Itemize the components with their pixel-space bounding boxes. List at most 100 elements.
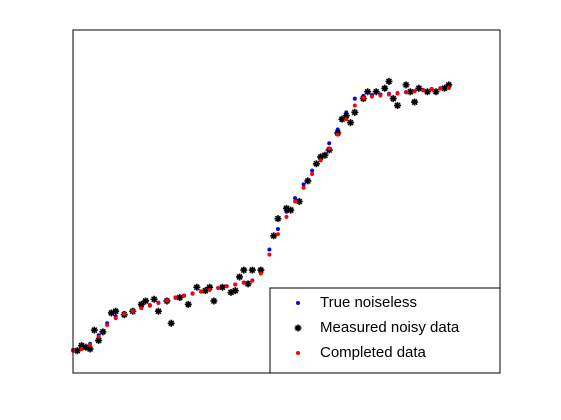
asterisk-marker [415,84,423,92]
dot-marker [275,232,280,237]
dot-marker [258,271,263,276]
legend-box [269,287,501,374]
dot-marker [296,301,300,305]
dot-marker [79,346,84,351]
dot-marker [310,172,315,177]
dot-marker [352,96,357,101]
dot-marker [267,247,272,252]
asterisk-marker [432,88,440,96]
asterisk-marker [210,297,218,305]
dot-marker [190,291,195,296]
dot-marker [284,214,289,219]
asterisk-marker [184,300,192,308]
dot-marker [446,85,451,90]
plot-area [71,77,453,355]
dot-marker [130,308,135,313]
dot-marker [438,86,443,91]
legend-label: Completed data [320,344,427,361]
legend: True noiseless Measured noisy data Complet… [269,287,501,374]
dot-marker [361,95,366,100]
dot-marker [207,287,212,292]
dot-marker [113,316,118,321]
dot-marker [301,182,306,187]
dot-marker [216,285,221,290]
asterisk-marker [240,266,248,274]
asterisk-marker [304,177,312,185]
asterisk-marker [112,307,120,315]
dot-marker [386,92,391,97]
dot-marker [429,87,434,92]
dot-marker [173,295,178,300]
asterisk-marker [372,88,380,96]
dot-marker [378,93,383,98]
dot-marker [147,303,152,308]
dot-marker [369,94,374,99]
asterisk-marker [78,342,86,350]
asterisk-marker [287,206,295,214]
dot-marker [88,342,93,347]
dot-marker [164,298,169,303]
asterisk-marker [317,153,325,161]
dot-marker [335,132,340,137]
dot-marker [275,226,280,231]
asterisk-marker [82,343,90,351]
dot-marker [293,199,298,204]
dot-marker [199,289,204,294]
dot-marker [395,91,400,96]
asterisk-marker [312,160,320,168]
asterisk-marker [73,347,81,355]
asterisk-marker [142,297,150,305]
dot-marker [421,88,426,93]
asterisk-marker [107,309,115,317]
asterisk-marker [206,283,214,291]
dot-marker [96,334,101,339]
asterisk-marker [321,151,329,159]
dot-marker [241,280,246,285]
asterisk-marker [154,307,162,315]
asterisk-marker [406,88,414,96]
dot-marker [296,351,300,355]
asterisk-marker [150,295,158,303]
asterisk-marker [274,215,282,223]
asterisk-marker [347,119,355,127]
asterisk-marker [351,108,359,116]
asterisk-marker [244,280,252,288]
asterisk-marker [95,336,103,344]
asterisk-marker [248,266,256,274]
asterisk-marker [137,300,145,308]
dot-marker [139,306,144,311]
legend-label: Measured noisy data [320,319,460,336]
asterisk-marker [236,273,244,281]
dot-marker [233,282,238,287]
asterisk-marker [295,198,303,205]
asterisk-marker [338,115,346,123]
asterisk-marker [283,204,290,212]
legend-label: True noiseless [320,294,417,311]
asterisk-marker [423,88,431,96]
asterisk-marker [445,81,453,89]
dot-marker [412,89,417,94]
dot-marker [352,103,357,108]
dot-marker [267,252,272,257]
dot-marker [224,284,229,289]
asterisk-marker [394,101,402,109]
asterisk-marker [176,294,184,302]
dot-marker [250,278,255,283]
asterisk-marker [294,324,302,332]
dot-marker [122,312,127,317]
dot-marker [318,158,323,163]
dot-marker [156,301,161,306]
asterisk-marker [342,112,350,120]
dot-marker [182,293,187,298]
asterisk-marker [402,81,410,89]
asterisk-marker [440,84,448,92]
asterisk-marker [86,345,94,353]
asterisk-marker [381,84,389,92]
asterisk-marker [389,95,397,103]
asterisk-marker [90,326,98,334]
asterisk-marker [385,77,393,85]
dot-marker [344,117,349,122]
dot-marker [293,196,298,201]
asterisk-marker [364,88,372,96]
asterisk-marker [411,98,419,106]
